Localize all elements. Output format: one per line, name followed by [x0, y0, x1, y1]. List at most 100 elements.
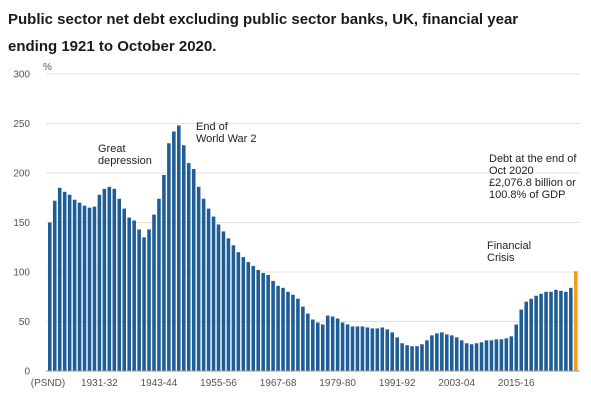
y-tick-label: 0 — [24, 367, 30, 378]
bar — [281, 287, 285, 371]
bar — [256, 270, 261, 371]
bar — [127, 217, 131, 371]
bar — [77, 202, 82, 371]
bar — [330, 316, 335, 371]
bar — [499, 339, 504, 371]
chart-title-line-1: Public sector net debt excluding public … — [8, 11, 519, 28]
bar — [464, 343, 469, 371]
bar — [286, 291, 290, 371]
bar — [340, 322, 345, 371]
bar — [181, 145, 186, 371]
bar — [370, 328, 375, 371]
bar — [529, 298, 533, 371]
bar-series — [48, 125, 578, 371]
annotation-line: £2,076.8 billion or — [489, 177, 576, 189]
annotation-line: World War 2 — [196, 133, 257, 145]
bar — [440, 332, 444, 371]
x-tick-label: 1943-44 — [141, 378, 178, 389]
bar — [320, 324, 325, 371]
bar — [489, 340, 494, 371]
bar — [449, 335, 454, 371]
bar — [380, 327, 385, 371]
bar — [186, 163, 191, 371]
bar — [82, 205, 87, 371]
annotation-line: Great — [98, 143, 126, 155]
bar — [102, 188, 107, 371]
x-tick-label: 1931-32 — [81, 378, 118, 389]
annotation-line: 100.8% of GDP — [489, 189, 565, 201]
x-tick-label: 2003-04 — [438, 378, 475, 389]
y-tick-label: 50 — [19, 317, 31, 328]
bar — [87, 207, 92, 371]
x-tick-label: (PSND) — [31, 378, 65, 389]
bar — [315, 322, 320, 371]
bar — [112, 188, 117, 371]
bar — [335, 318, 340, 371]
bar — [345, 324, 350, 371]
bar — [519, 309, 524, 371]
bar — [430, 335, 434, 371]
bar — [92, 206, 97, 371]
bar — [196, 186, 201, 371]
bar — [365, 327, 370, 371]
bar — [162, 174, 166, 371]
bar — [325, 315, 330, 371]
chart-title-line-2: ending 1921 to October 2020. — [8, 38, 217, 55]
bar — [191, 169, 196, 371]
bar — [494, 339, 499, 371]
x-tick-label: 1955-56 — [200, 378, 237, 389]
bar — [147, 229, 151, 371]
bar — [355, 326, 360, 371]
bar — [549, 291, 553, 371]
bar — [509, 336, 514, 371]
bar — [157, 198, 161, 371]
bar — [167, 143, 171, 371]
bar — [554, 289, 558, 371]
bar — [400, 343, 404, 371]
bar — [57, 187, 62, 371]
bar — [236, 252, 241, 371]
bar — [201, 198, 206, 371]
bar — [569, 287, 573, 371]
x-tick-label: 1967-68 — [260, 378, 297, 389]
bar — [137, 229, 141, 371]
x-tick-label: 2015-16 — [498, 378, 535, 389]
y-axis-unit-label: % — [43, 62, 52, 73]
y-tick-label: 300 — [13, 70, 30, 81]
bar — [291, 294, 295, 371]
x-tick-label: 1979-80 — [319, 378, 356, 389]
bar — [72, 199, 77, 371]
bar — [48, 222, 52, 371]
bar — [261, 272, 265, 371]
bar — [504, 338, 509, 371]
bar — [405, 345, 409, 371]
bar — [459, 340, 464, 371]
bar — [534, 295, 538, 371]
bar — [559, 290, 563, 371]
bar — [117, 198, 122, 371]
bar — [544, 291, 548, 371]
bar — [172, 131, 176, 371]
bar — [479, 342, 484, 371]
annotation-line: Debt at the end of — [489, 153, 577, 165]
bar — [122, 208, 127, 371]
annotation-line: End of — [196, 121, 229, 133]
bar-highlight — [574, 271, 578, 371]
bar — [97, 194, 102, 371]
bar — [276, 285, 280, 371]
bar — [152, 214, 156, 371]
bar — [206, 208, 211, 371]
bar — [271, 280, 275, 371]
bar — [420, 344, 424, 371]
y-tick-label: 100 — [13, 268, 30, 279]
bar — [241, 257, 246, 371]
bar — [425, 340, 429, 371]
bar — [67, 194, 72, 371]
bar — [211, 216, 216, 371]
bar — [231, 245, 236, 371]
bar — [514, 324, 519, 371]
bar — [251, 266, 256, 371]
chart-title: Public sector net debt excluding public … — [8, 6, 583, 60]
